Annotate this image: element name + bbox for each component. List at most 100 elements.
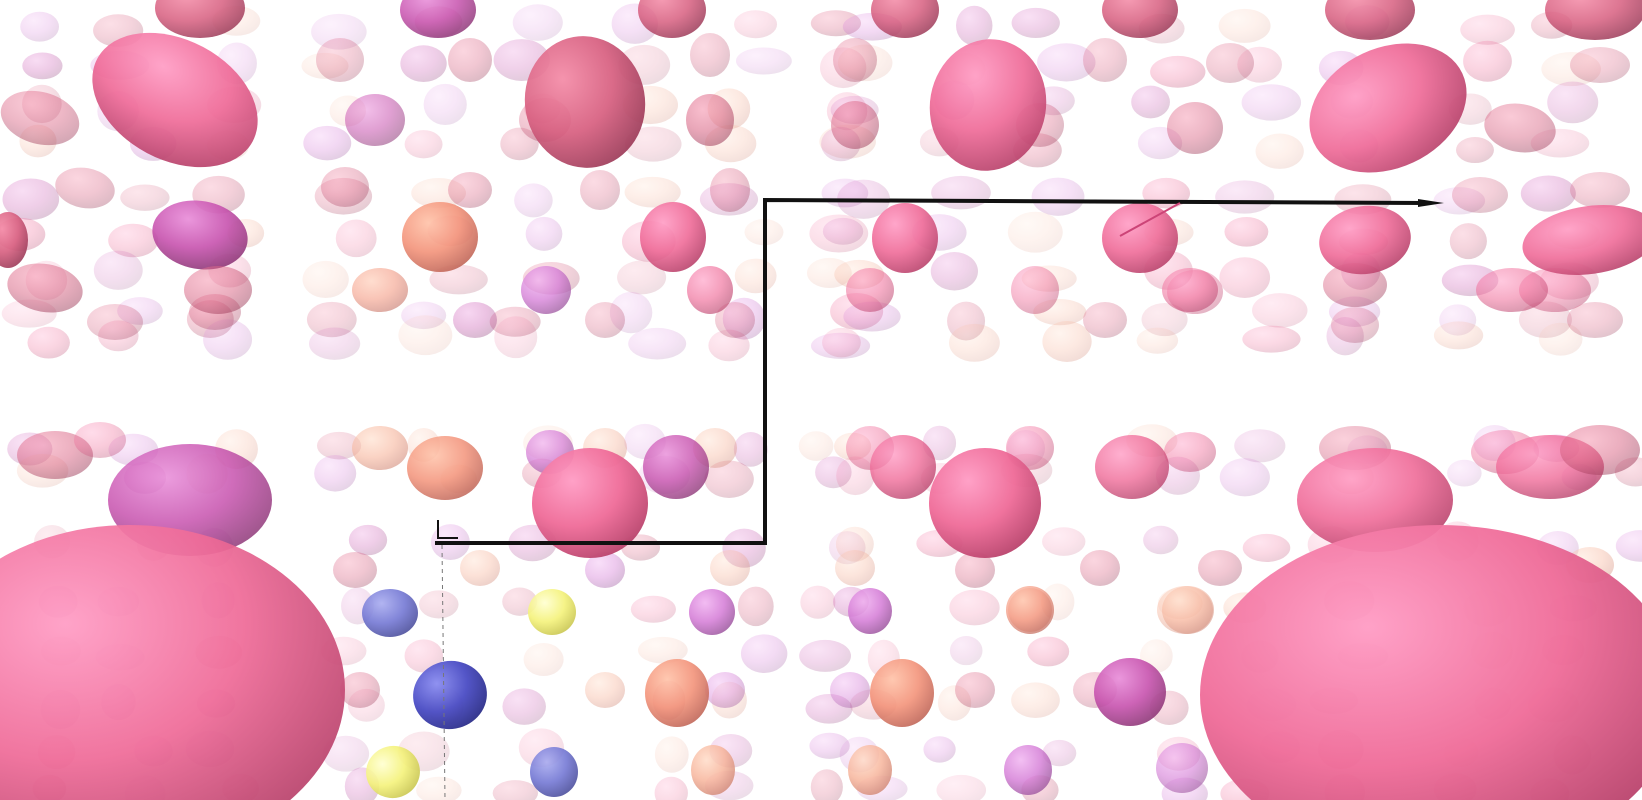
mid-atom (7, 263, 83, 313)
atom-sphere (184, 266, 252, 314)
atom-sphere (687, 266, 733, 314)
atom-sphere (413, 660, 487, 730)
cell-edge-path (435, 197, 1431, 545)
faint-atom (93, 250, 143, 290)
faint-atom (740, 634, 788, 674)
mid-atom (448, 38, 492, 82)
faint-atom (416, 776, 462, 800)
atom-sphere (1200, 525, 1642, 800)
unit-cell-outline (435, 197, 1444, 800)
faint-atom (1615, 530, 1642, 562)
atom-sphere (402, 202, 478, 272)
faint-atom (27, 326, 70, 359)
atom-sphere (1095, 435, 1169, 499)
faint-atom (22, 52, 63, 80)
mid-atom (835, 550, 875, 586)
faint-atom (1042, 527, 1086, 556)
atom-sphere (1094, 658, 1166, 726)
faint-atom (303, 125, 352, 161)
faint-atom (400, 45, 447, 83)
faint-atom (654, 776, 688, 800)
atom-sphere (870, 435, 936, 499)
faint-atom (502, 688, 546, 725)
faint-atom (1150, 55, 1206, 88)
mid-atom (460, 550, 500, 586)
faint-atom (822, 327, 861, 358)
faint-atom (949, 589, 1000, 626)
atom-sphere (400, 0, 476, 38)
atom-sphere (1522, 205, 1642, 275)
faint-atom (1520, 175, 1576, 212)
faint-atom (308, 327, 361, 360)
faint-atom (708, 329, 750, 362)
faint-atom (1455, 137, 1494, 164)
atom-sphere (362, 589, 418, 637)
mid-atom (1567, 302, 1623, 338)
faint-atom (799, 639, 852, 672)
mid-atom (1570, 172, 1630, 208)
faint-atom (949, 323, 1000, 362)
faint-atom (423, 83, 467, 126)
faint-atom (949, 636, 983, 666)
atom-sphere (1156, 743, 1208, 793)
faint-atom (704, 460, 754, 498)
mid-atom (705, 672, 745, 708)
mid-atom (585, 672, 625, 708)
faint-atom (1234, 429, 1286, 463)
atom-sphere (1006, 586, 1054, 634)
mid-atom (955, 552, 995, 588)
atom-sphere (532, 448, 648, 558)
faint-atom (404, 639, 444, 673)
faint-atom (734, 10, 778, 39)
mid-atom (1083, 302, 1127, 338)
mid-atom (87, 304, 143, 340)
faint-atom (1037, 43, 1096, 82)
faint-atom (523, 643, 564, 677)
mid-atom (1080, 550, 1120, 586)
atom-sphere (871, 0, 939, 38)
atom-sphere (848, 588, 892, 634)
mid-atom (1452, 177, 1508, 213)
atom-sphere (0, 212, 28, 268)
mid-atom (74, 422, 126, 458)
faint-atom (1143, 525, 1179, 555)
faint-atom (931, 175, 991, 210)
faint-atom (311, 13, 367, 50)
atom-sphere (645, 659, 709, 727)
faint-atom (1031, 177, 1085, 216)
mid-atom (1167, 102, 1223, 154)
faint-atom (1215, 180, 1275, 214)
atom-sphere (929, 448, 1041, 558)
faint-atom (930, 252, 978, 291)
mid-atom (585, 552, 625, 588)
mid-atom (686, 94, 734, 146)
faint-atom (800, 585, 836, 619)
faint-atom (1242, 533, 1291, 562)
faint-atom (494, 316, 538, 359)
atom-sphere (530, 747, 578, 797)
atom-sphere (1325, 0, 1415, 40)
faint-atom (1460, 14, 1515, 45)
mid-atom (1484, 103, 1556, 153)
atom-sphere (638, 0, 706, 38)
faint-atom (348, 524, 388, 556)
faint-atom (654, 736, 689, 773)
faint-atom (108, 223, 159, 258)
faint-atom (1011, 682, 1060, 718)
faint-atom (306, 301, 357, 338)
atom-sphere (643, 435, 709, 499)
faint-atom (314, 454, 357, 492)
mid-atom (1198, 550, 1242, 586)
faint-atom (735, 47, 792, 75)
mid-atom (352, 426, 408, 470)
faint-atom (628, 327, 687, 360)
faint-atom (20, 11, 60, 42)
mid-atom (585, 302, 625, 338)
atom-sphere (929, 39, 1047, 171)
faint-atom (1463, 40, 1512, 82)
mid-atom (1083, 38, 1127, 82)
mid-atom (710, 550, 750, 586)
atom-sphere (0, 525, 345, 800)
